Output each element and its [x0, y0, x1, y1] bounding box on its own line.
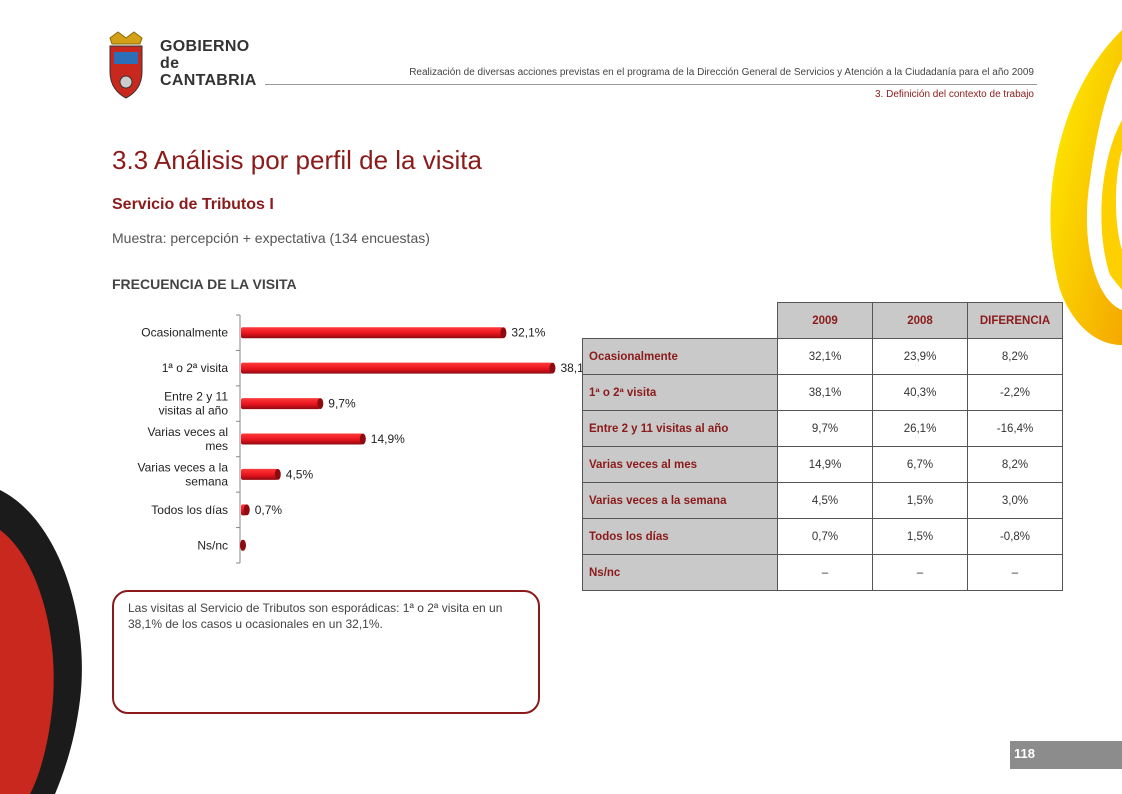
row-label: 1ª o 2ª visita — [582, 374, 778, 411]
value-label: 9,7% — [328, 397, 356, 411]
logo-line-2: de — [160, 55, 180, 72]
bar — [241, 398, 321, 410]
page-subtitle: Servicio de Tributos I — [112, 196, 274, 213]
dark-arc — [0, 490, 82, 794]
value-label: 0,7% — [255, 503, 283, 517]
value-label: 32,1% — [511, 326, 545, 340]
row-label: Ns/nc — [582, 554, 778, 591]
bar — [241, 468, 278, 480]
header-2009: 2009 — [777, 302, 873, 339]
document-title: Realización de diversas acciones previst… — [409, 67, 1034, 78]
page-number-bar — [1010, 741, 1122, 769]
yellow-arc-inner — [1101, 120, 1122, 290]
category-label: Ocasionalmente — [141, 326, 228, 340]
bar-end-cap — [243, 504, 250, 516]
table-row: 1ª o 2ª visita 38,1% 40,3% -2,2% — [582, 374, 1063, 411]
table-header-row: 2009 2008 DIFERENCIA — [582, 302, 1063, 339]
cell-2008: – — [872, 554, 968, 591]
row-label: Varias veces a la semana — [582, 482, 778, 519]
category-label: Ns/nc — [197, 538, 228, 552]
bar-end-cap — [549, 362, 556, 374]
cell-2009: 38,1% — [777, 374, 873, 411]
logo-line-3: CANTABRIA — [160, 72, 257, 89]
bar — [241, 362, 553, 374]
header-2008: 2008 — [872, 302, 968, 339]
cell-diff: 8,2% — [967, 338, 1063, 375]
cell-diff: -16,4% — [967, 410, 1063, 447]
table-corner-cell — [582, 302, 778, 339]
value-label: 4,5% — [286, 467, 314, 481]
bar — [241, 327, 504, 339]
cell-2009: 32,1% — [777, 338, 873, 375]
table-row: Entre 2 y 11 visitas al año 9,7% 26,1% -… — [582, 410, 1063, 447]
category-label: Varias veces al mes — [148, 425, 228, 453]
red-arc — [0, 530, 54, 794]
chart-heading: FRECUENCIA DE LA VISITA — [112, 276, 297, 292]
cell-2009: 14,9% — [777, 446, 873, 483]
row-label: Todos los días — [582, 518, 778, 555]
cell-diff: -0,8% — [967, 518, 1063, 555]
bar — [241, 433, 363, 445]
table-row: Ocasionalmente 32,1% 23,9% 8,2% — [582, 338, 1063, 375]
table-row: Varias veces a la semana 4,5% 1,5% 3,0% — [582, 482, 1063, 519]
section-label: 3. Definición del contexto de trabajo — [875, 89, 1034, 100]
header-divider — [265, 84, 1037, 85]
conclusion-note: Las visitas al Servicio de Tributos son … — [112, 590, 540, 714]
table-row: Ns/nc – – – — [582, 554, 1063, 591]
cell-2008: 1,5% — [872, 482, 968, 519]
cell-diff: – — [967, 554, 1063, 591]
yellow-arc-outer — [1050, 30, 1122, 345]
cell-2008: 40,3% — [872, 374, 968, 411]
category-label: Varias veces a la semana — [138, 460, 229, 488]
row-label: Entre 2 y 11 visitas al año — [582, 410, 778, 447]
row-label: Varias veces al mes — [582, 446, 778, 483]
logo-line-1: GOBIERNO — [160, 38, 250, 55]
bar-end-cap — [359, 433, 366, 445]
page-title: 3.3 Análisis por perfil de la visita — [112, 145, 482, 175]
category-label: Todos los días — [151, 503, 228, 517]
bar-end-cap — [317, 398, 324, 410]
frequency-comparison-table: 2009 2008 DIFERENCIA Ocasionalmente 32,1… — [582, 302, 1063, 591]
cell-2009: – — [777, 554, 873, 591]
header-diferencia: DIFERENCIA — [967, 302, 1063, 339]
category-label: Entre 2 y 11 visitas al año — [159, 390, 229, 418]
cantabria-coat-of-arms-icon — [109, 31, 143, 99]
logo-text: GOBIERNO de CANTABRIA — [160, 38, 257, 89]
cell-2009: 9,7% — [777, 410, 873, 447]
sample-description: Muestra: percepción + expectativa (134 e… — [112, 230, 430, 246]
bar-end-cap — [500, 327, 507, 339]
cell-2008: 26,1% — [872, 410, 968, 447]
category-label: 1ª o 2ª visita — [162, 361, 229, 375]
table-row: Todos los días 0,7% 1,5% -0,8% — [582, 518, 1063, 555]
cell-2008: 23,9% — [872, 338, 968, 375]
cell-2008: 6,7% — [872, 446, 968, 483]
cell-diff: 8,2% — [967, 446, 1063, 483]
page-number: 118 — [1014, 746, 1035, 761]
row-label: Ocasionalmente — [582, 338, 778, 375]
table-row: Varias veces al mes 14,9% 6,7% 8,2% — [582, 446, 1063, 483]
value-label: 14,9% — [371, 432, 405, 446]
cell-2009: 4,5% — [777, 482, 873, 519]
cell-diff: -2,2% — [967, 374, 1063, 411]
cell-diff: 3,0% — [967, 482, 1063, 519]
cell-2009: 0,7% — [777, 518, 873, 555]
bar-end-cap — [240, 539, 246, 551]
bar-end-cap — [274, 468, 281, 480]
cell-2008: 1,5% — [872, 518, 968, 555]
